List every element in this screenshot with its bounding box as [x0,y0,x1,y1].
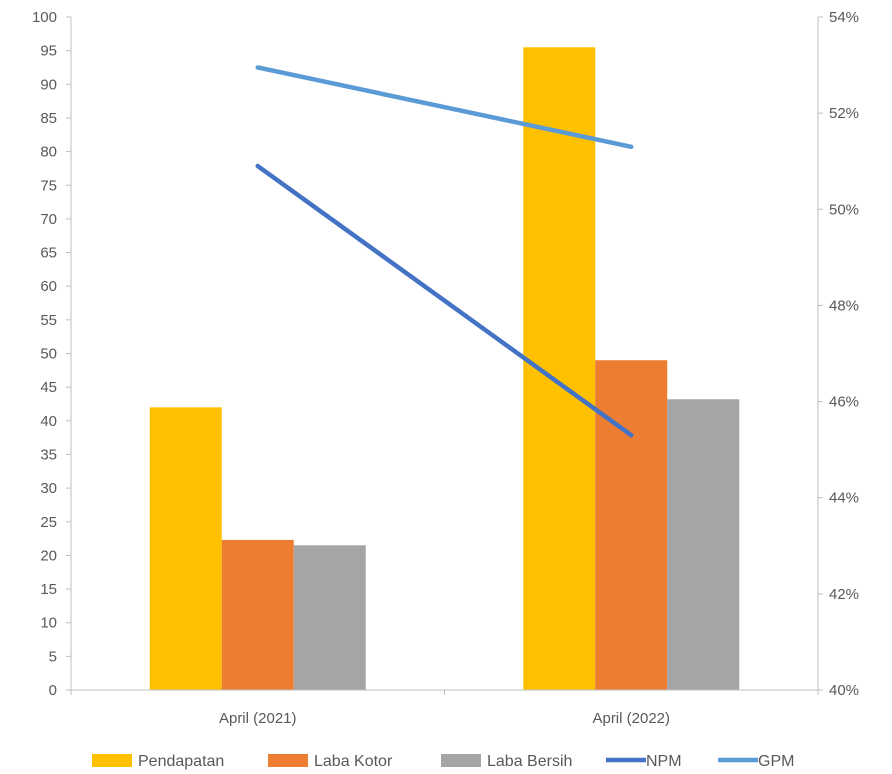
x-tick-label: April (2021) [219,710,297,727]
left-tick-label: 70 [40,211,57,228]
bar-laba-kotor-1 [595,360,668,690]
right-tick-label: 48% [829,297,859,314]
left-tick-label: 55 [40,312,57,329]
line-gpm [255,65,634,150]
legend-label-npm: NPM [646,753,682,770]
right-tick-label: 40% [829,682,859,699]
legend-label-gpm: GPM [758,753,794,770]
bar-laba-kotor-0 [221,539,294,690]
left-tick-label: 50 [40,346,57,363]
right-tick-label: 42% [829,586,859,603]
left-tick-label: 45 [40,379,57,396]
legend-label-pendapatan: Pendapatan [138,753,224,770]
legend-swatch-laba-bersih [441,754,481,767]
right-tick-label: 50% [829,201,859,218]
right-tick-label: 54% [829,9,859,26]
left-tick-label: 65 [40,245,57,262]
left-tick-label: 5 [49,648,57,665]
legend-label-laba-kotor: Laba Kotor [314,753,393,770]
right-tick-label: 44% [829,490,859,507]
left-tick-label: 85 [40,110,57,127]
left-tick-label: 40 [40,413,57,430]
left-tick-label: 10 [40,615,57,632]
left-tick-label: 75 [40,177,57,194]
left-tick-label: 90 [40,76,57,93]
left-tick-label: 35 [40,446,57,463]
bar-pendapatan-0 [149,407,222,690]
bar-pendapatan-1 [523,47,596,691]
bar-laba-bersih-1 [667,399,740,690]
left-tick-label: 80 [40,144,57,161]
left-tick-label: 95 [40,43,57,60]
left-tick-label: 15 [40,581,57,598]
left-tick-label: 0 [49,682,57,699]
right-tick-label: 52% [829,105,859,122]
left-tick-label: 30 [40,480,57,497]
left-tick-label: 20 [40,547,57,564]
x-tick-label: April (2022) [592,710,670,727]
line-npm [255,163,634,438]
left-tick-label: 60 [40,278,57,295]
left-tick-label: 25 [40,514,57,531]
legend-swatch-laba-kotor [268,754,308,767]
legend-swatch-pendapatan [92,754,132,767]
left-tick-label: 100 [32,9,57,26]
bar-laba-bersih-0 [293,545,366,690]
legend-label-laba-bersih: Laba Bersih [487,753,572,770]
right-tick-label: 46% [829,394,859,411]
